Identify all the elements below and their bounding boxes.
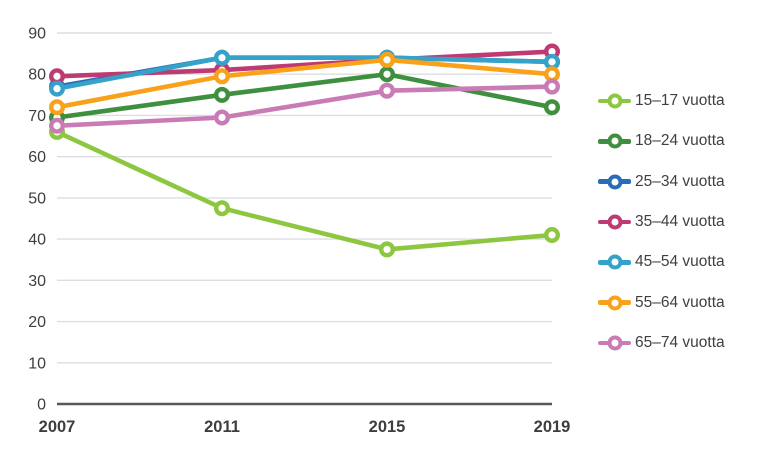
- data-point-marker-0-3: [544, 226, 561, 243]
- legend: 15–17 vuotta 18–24 vuotta 25–34 vuotta 35–4…: [598, 81, 725, 363]
- data-point-marker-6-0: [49, 117, 66, 134]
- legend-donut-icon: [607, 254, 622, 270]
- legend-line-marker-icon: [598, 93, 631, 109]
- legend-item-3: 35–44 vuotta: [598, 202, 725, 242]
- x-axis-tick-label: 2019: [534, 418, 571, 436]
- data-point-marker-6-3: [544, 78, 561, 95]
- legend-label: 65–74 vuotta: [635, 333, 725, 351]
- data-point-marker-3-0: [49, 68, 66, 85]
- legend-item-6: 65–74 vuotta: [598, 323, 725, 363]
- legend-label: 45–54 vuotta: [635, 253, 725, 271]
- legend-line-marker-icon: [598, 174, 631, 190]
- y-axis-tick-label: 40: [28, 232, 46, 249]
- data-point-marker-4-1: [213, 49, 230, 66]
- legend-donut-icon: [607, 214, 622, 230]
- legend-label: 55–64 vuotta: [635, 293, 725, 311]
- series-line-6: [54, 84, 555, 129]
- data-point-marker-4-0: [49, 80, 66, 97]
- data-point-marker-6-2: [379, 82, 396, 99]
- legend-line-marker-icon: [598, 133, 631, 149]
- legend-donut-icon: [607, 93, 622, 109]
- legend-line-marker-icon: [598, 214, 631, 230]
- y-axis-tick-label: 30: [28, 273, 46, 290]
- y-axis-tick-label: 70: [28, 108, 46, 125]
- data-point-marker-0-1: [213, 200, 230, 217]
- data-point-marker-0-2: [379, 241, 396, 258]
- legend-label: 25–34 vuotta: [635, 172, 725, 190]
- data-point-marker-5-3: [544, 66, 561, 83]
- data-point-marker-1-2: [379, 66, 396, 83]
- legend-item-2: 25–34 vuotta: [598, 162, 725, 202]
- legend-donut-icon: [607, 295, 622, 311]
- series-line-1: [54, 71, 555, 120]
- legend-donut-icon: [607, 335, 622, 351]
- legend-label: 18–24 vuotta: [635, 132, 725, 150]
- series-line-4: [54, 55, 555, 91]
- y-axis-tick-label: 80: [28, 67, 46, 84]
- legend-item-0: 15–17 vuotta: [598, 81, 725, 121]
- legend-label: 15–17 vuotta: [635, 92, 725, 110]
- data-point-marker-5-1: [213, 68, 230, 85]
- data-point-marker-1-1: [213, 86, 230, 103]
- legend-item-5: 55–64 vuotta: [598, 282, 725, 322]
- y-axis-tick-label: 10: [28, 355, 46, 372]
- data-point-marker-5-2: [379, 51, 396, 68]
- x-axis-tick-label: 2015: [369, 418, 406, 436]
- legend-label: 35–44 vuotta: [635, 213, 725, 231]
- legend-line-marker-icon: [598, 335, 631, 351]
- data-point-marker-4-3: [544, 53, 561, 70]
- legend-line-marker-icon: [598, 295, 631, 311]
- legend-line-marker-icon: [598, 254, 631, 270]
- y-axis-tick-label: 0: [37, 397, 46, 414]
- data-point-marker-6-1: [213, 109, 230, 126]
- data-point-marker-5-0: [49, 99, 66, 116]
- y-axis-tick-label: 90: [28, 26, 46, 43]
- legend-item-4: 45–54 vuotta: [598, 242, 725, 282]
- y-axis-tick-label: 20: [28, 314, 46, 331]
- legend-donut-icon: [607, 174, 622, 190]
- y-axis-tick-label: 50: [28, 190, 46, 207]
- x-axis-tick-label: 2011: [204, 418, 240, 436]
- data-point-marker-1-3: [544, 99, 561, 116]
- series-line-0: [54, 129, 555, 252]
- series-line-5: [54, 57, 555, 110]
- legend-donut-icon: [607, 133, 622, 149]
- y-axis-tick-label: 60: [28, 149, 46, 166]
- x-axis-tick-label: 2007: [39, 418, 76, 436]
- legend-item-1: 18–24 vuotta: [598, 121, 725, 161]
